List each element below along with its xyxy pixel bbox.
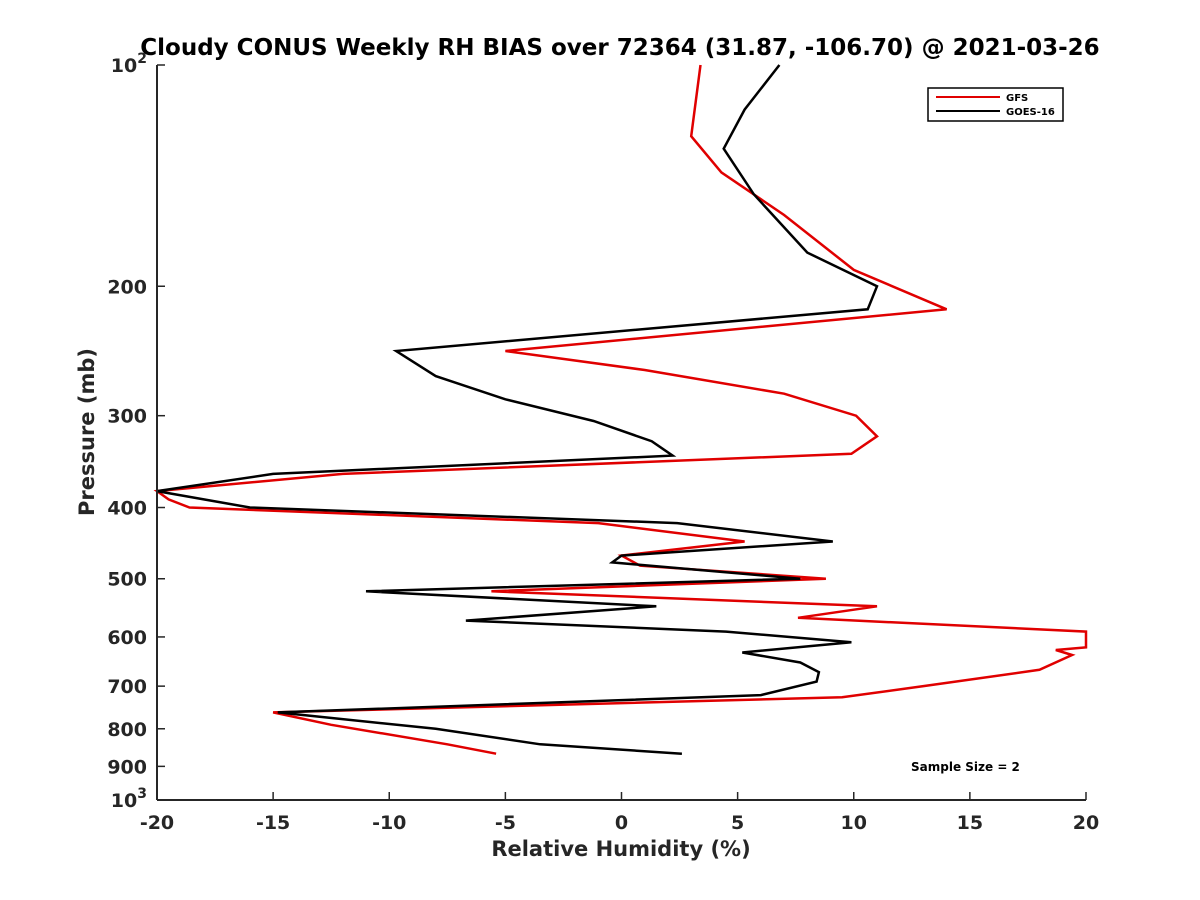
y-tick-label: 700: [107, 676, 147, 698]
x-axis-label: Relative Humidity (%): [491, 837, 750, 861]
x-tick-label: 0: [615, 812, 628, 834]
y-tick-label-base: 500: [107, 569, 147, 591]
x-tick-label: 5: [731, 812, 744, 834]
y-tick-label-base: 200: [107, 276, 147, 298]
y-tick-label: 900: [107, 756, 147, 778]
legend-label-gfs: GFS: [1006, 93, 1028, 104]
series-layer: [153, 64, 1088, 755]
series-line-gfs: [153, 64, 1088, 755]
legend-label-goes-16: GOES-16: [1006, 107, 1055, 118]
y-tick-label: 102: [111, 51, 147, 77]
x-tick-label: -20: [140, 812, 174, 834]
x-tick-label: 20: [1073, 812, 1099, 834]
y-tick-label: 300: [107, 406, 147, 428]
chart-title: Cloudy CONUS Weekly RH BIAS over 72364 (…: [140, 35, 1099, 61]
y-tick-label: 400: [107, 498, 147, 520]
plot-area: [157, 65, 1086, 800]
y-tick-label-base: 300: [107, 406, 147, 428]
series-line-goes-16: [156, 64, 879, 755]
sample-size-annotation: Sample Size = 2: [911, 760, 1020, 774]
y-tick-label: 800: [107, 719, 147, 741]
y-tick-label: 103: [111, 786, 147, 812]
y-tick-label: 500: [107, 569, 147, 591]
x-ticks: -20 -15 -10 -5 0 5 10 15 20: [140, 792, 1099, 834]
y-tick-label-base: 10: [111, 790, 137, 812]
y-tick-label-base: 10: [111, 55, 137, 77]
y-tick-label-base: 600: [107, 627, 147, 649]
x-tick-label: -5: [495, 812, 516, 834]
y-tick-label: 200: [107, 276, 147, 298]
y-axis-label: Pressure (mb): [75, 348, 99, 516]
y-tick-label-exponent: 3: [137, 786, 147, 802]
y-tick-label-exponent: 2: [137, 51, 147, 67]
x-tick-label: 15: [957, 812, 983, 834]
legend-box: [927, 87, 1064, 122]
y-tick-label: 600: [107, 627, 147, 649]
x-tick-label: -15: [256, 812, 290, 834]
x-tick-label: 10: [841, 812, 867, 834]
x-tick-label: -10: [372, 812, 406, 834]
legend: GFS GOES-16: [927, 87, 1064, 122]
y-tick-label-base: 900: [107, 756, 147, 778]
y-tick-label-base: 700: [107, 676, 147, 698]
y-tick-label-base: 800: [107, 719, 147, 741]
y-tick-label-base: 400: [107, 498, 147, 520]
